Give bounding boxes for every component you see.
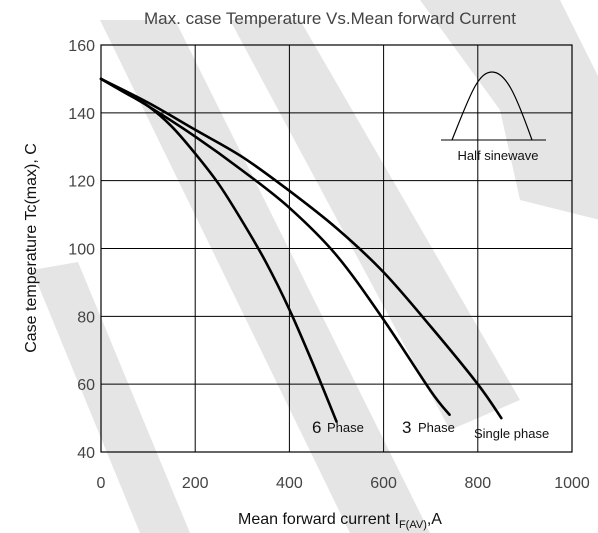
- series-line-single-phase: [99, 77, 503, 420]
- half-sinewave-inset: Half sinewave: [441, 71, 546, 163]
- y-tick-label: 40: [77, 445, 95, 462]
- inset-label: Half sinewave: [458, 148, 539, 163]
- x-axis-label-main: Mean forward current I: [238, 511, 399, 528]
- y-tick-label: 120: [68, 174, 95, 191]
- y-tick-label: 160: [68, 38, 95, 55]
- series-label-6-phase: 6 Phase: [312, 418, 364, 437]
- y-tick-label: 100: [68, 242, 95, 259]
- y-tick-labels: 40 60 80 100 120 140 160: [68, 38, 95, 462]
- y-tick-label: 60: [77, 377, 95, 394]
- y-axis-label: Case temperature Tc(max), C: [23, 143, 40, 353]
- x-tick-labels: 0 200 400 600 800 1000: [97, 475, 590, 492]
- y-tick-label: 80: [77, 309, 95, 326]
- x-tick-label: 200: [182, 475, 209, 492]
- x-tick-label: 1000: [554, 475, 590, 492]
- x-tick-label: 0: [97, 475, 106, 492]
- x-axis-label-unit: ,A: [427, 511, 442, 528]
- x-tick-label: 400: [276, 475, 303, 492]
- watermark: [32, 0, 598, 533]
- series-line-3-phase: [99, 77, 451, 416]
- series-label-3-phase: 3 Phase: [402, 418, 455, 437]
- grid: [101, 45, 572, 452]
- half-sinewave-icon: [451, 71, 533, 141]
- series-label-number: 3: [402, 418, 411, 437]
- x-axis-label-subscript: F(AV): [399, 519, 427, 531]
- y-tick-label: 140: [68, 106, 95, 123]
- series-curves: [99, 77, 503, 423]
- series-label-word: Phase: [418, 420, 455, 435]
- series-label-number: 6: [312, 418, 321, 437]
- x-tick-label: 600: [370, 475, 397, 492]
- series-label-word: Single phase: [474, 426, 549, 441]
- x-tick-label: 800: [464, 475, 491, 492]
- series-label-single-phase: Single phase: [474, 426, 549, 441]
- x-axis-label: Mean forward current IF(AV),A: [238, 511, 442, 531]
- chart-title: Max. case Temperature Vs.Mean forward Cu…: [144, 9, 516, 28]
- plot-frame: [100, 44, 573, 453]
- series-label-word: Phase: [327, 420, 364, 435]
